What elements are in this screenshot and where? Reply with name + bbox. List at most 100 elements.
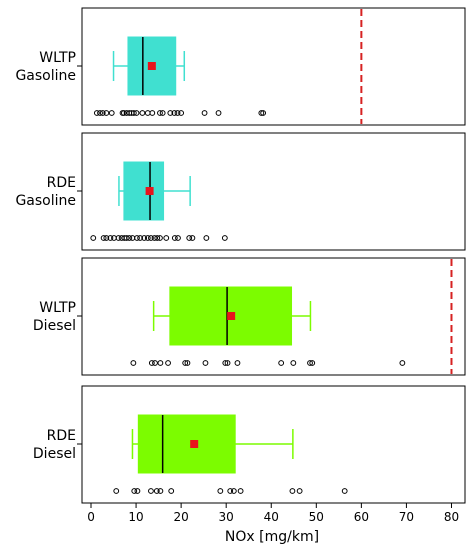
outlier-point xyxy=(148,360,155,366)
x-tick-label: 60 xyxy=(354,510,369,524)
panel-label-line1: WLTP xyxy=(39,50,76,66)
x-tick-label: 70 xyxy=(399,510,414,524)
outlier-point xyxy=(134,488,141,494)
outlier-point xyxy=(230,488,237,494)
outlier-point xyxy=(148,235,154,241)
outlier-point xyxy=(224,360,231,366)
outlier-point xyxy=(107,235,114,241)
outlier-point xyxy=(258,110,265,116)
outlier-point xyxy=(103,235,110,241)
panel-1: WLTP Gasoline xyxy=(15,7,466,126)
outlier-point xyxy=(237,488,244,494)
outlier-point xyxy=(399,360,406,366)
outlier-point xyxy=(296,488,303,494)
outlier-point xyxy=(309,360,316,366)
panel-4: RDE Diesel xyxy=(33,385,466,504)
panel-3: WLTP Diesel xyxy=(33,257,466,376)
outlier-point xyxy=(123,235,130,241)
outlier-point xyxy=(157,360,164,366)
panels-group: WLTP Gasoline RDE Gasoline WLTP Diesel RDE Dies… xyxy=(15,7,466,504)
outlier-point xyxy=(131,488,138,494)
outlier-point xyxy=(175,235,181,241)
x-tick-label: 0 xyxy=(87,510,95,524)
outlier-point xyxy=(126,235,133,241)
outlier-point xyxy=(182,360,189,366)
mean-marker xyxy=(190,440,199,448)
outlier-point xyxy=(184,360,191,366)
outlier-point xyxy=(90,235,97,241)
outlier-point xyxy=(341,488,348,494)
outlier-point xyxy=(100,235,107,241)
outlier-point xyxy=(157,488,164,494)
panel-label-line1: WLTP xyxy=(39,300,76,316)
outlier-point xyxy=(186,235,193,241)
outlier-point xyxy=(201,110,208,116)
x-tick-label: 40 xyxy=(264,510,279,524)
mean-marker xyxy=(145,187,154,195)
outlier-point xyxy=(159,110,166,116)
outlier-point xyxy=(202,360,209,366)
outlier-point xyxy=(189,235,196,241)
outlier-point xyxy=(167,110,174,116)
panel-2: RDE Gasoline xyxy=(15,132,466,251)
outlier-point xyxy=(144,235,151,241)
outlier-point xyxy=(103,110,110,116)
outlier-point xyxy=(115,235,122,241)
x-tick-label: 80 xyxy=(444,510,459,524)
outlier-point xyxy=(165,360,171,366)
mean-marker xyxy=(147,62,156,70)
outlier-point xyxy=(99,110,106,116)
outlier-point xyxy=(113,488,120,494)
outlier-point xyxy=(174,110,181,116)
outlier-point xyxy=(133,110,140,116)
outlier-point xyxy=(152,360,158,366)
outlier-point xyxy=(134,235,140,241)
outlier-point xyxy=(221,235,228,241)
outlier-point xyxy=(97,110,103,116)
outlier-point xyxy=(307,360,313,366)
outlier-point xyxy=(157,110,163,116)
outlier-point xyxy=(149,110,156,116)
outlier-point xyxy=(215,110,222,116)
outlier-point xyxy=(153,488,160,494)
box-iqr xyxy=(123,161,165,221)
panel-label-line2: Diesel xyxy=(33,318,76,334)
x-tick-label: 10 xyxy=(128,510,143,524)
outlier-point xyxy=(130,110,137,116)
panel-label-line2: Gasoline xyxy=(15,193,76,209)
outlier-point xyxy=(227,488,234,494)
panel-label-line2: Diesel xyxy=(33,446,76,462)
outlier-point xyxy=(137,235,144,241)
outlier-point xyxy=(234,360,241,366)
outlier-point xyxy=(217,488,224,494)
x-axis-label: NOx [mg/km] xyxy=(225,529,319,545)
outlier-point xyxy=(290,360,297,366)
outlier-point xyxy=(163,235,170,241)
outlier-point xyxy=(151,235,158,241)
mean-marker xyxy=(227,312,236,320)
outlier-point xyxy=(130,360,137,366)
panel-label-line1: RDE xyxy=(47,175,76,191)
outlier-point xyxy=(171,110,178,116)
box-iqr xyxy=(137,414,236,474)
outlier-point xyxy=(178,110,185,116)
outlier-point xyxy=(168,488,175,494)
x-tick-label: 30 xyxy=(219,510,234,524)
outlier-point xyxy=(108,110,115,116)
x-tick-label: 20 xyxy=(173,510,188,524)
outlier-point xyxy=(121,110,127,116)
outlier-point xyxy=(222,360,229,366)
panel-label-line1: RDE xyxy=(47,428,76,444)
outlier-point xyxy=(93,110,100,116)
outlier-point xyxy=(289,488,296,494)
outlier-point xyxy=(260,110,267,116)
panel-label-line2: Gasoline xyxy=(15,68,76,84)
x-axis: 0 10 20 30 40 50 60 70 80 xyxy=(87,503,459,524)
outlier-point xyxy=(139,110,146,116)
x-tick-label: 50 xyxy=(309,510,324,524)
outlier-point xyxy=(203,235,210,241)
outlier-point xyxy=(154,235,161,241)
outlier-point xyxy=(171,235,178,241)
